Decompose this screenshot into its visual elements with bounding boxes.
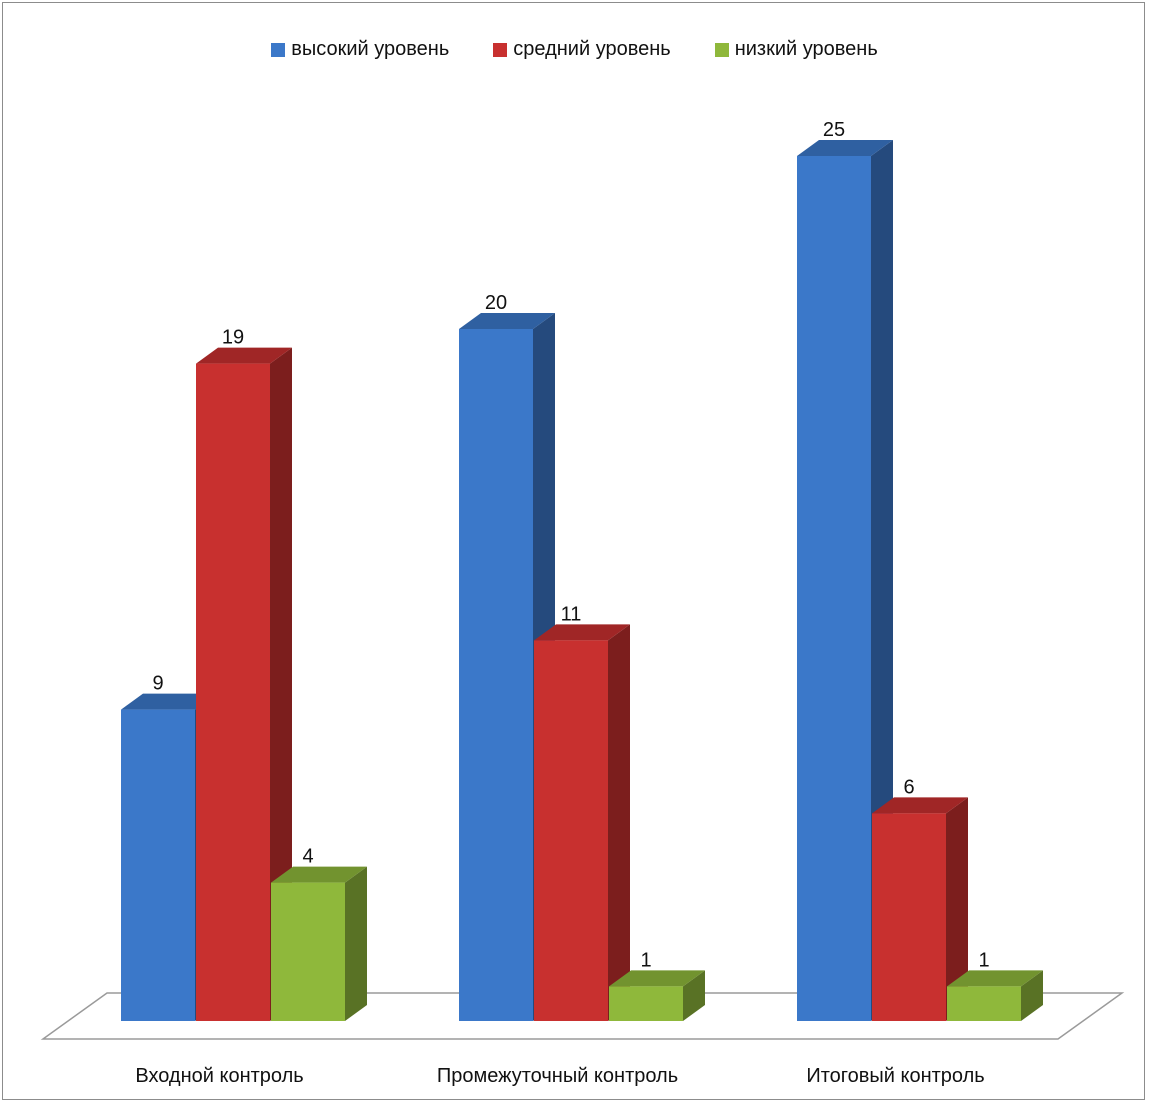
bar-front-face bbox=[797, 156, 871, 1021]
bar-front-face bbox=[271, 882, 345, 1021]
bar-low-1 bbox=[271, 866, 367, 1021]
category-label-1: Входной контроль bbox=[135, 1065, 303, 1087]
bar-low-2 bbox=[609, 970, 705, 1021]
bar-medium-1 bbox=[196, 347, 292, 1022]
bar-side-face bbox=[946, 797, 968, 1021]
bar-top-face bbox=[872, 797, 968, 814]
bar-front-face bbox=[196, 363, 270, 1022]
legend-swatch-high bbox=[271, 42, 286, 57]
bar-top-face bbox=[534, 624, 630, 641]
data-label-low-1: 4 bbox=[302, 846, 313, 868]
data-label-high-2: 20 bbox=[485, 292, 507, 314]
data-label-medium-2: 11 bbox=[561, 603, 582, 625]
legend-swatch-medium bbox=[493, 42, 508, 57]
bar-medium-3 bbox=[872, 797, 968, 1021]
bar-top-face bbox=[609, 970, 705, 987]
legend-item-low: низкий уровень bbox=[714, 38, 878, 61]
bar-top-face bbox=[459, 313, 555, 329]
category-axis-labels: Входной контроль Промежуточный контроль Ит… bbox=[135, 1065, 984, 1087]
bar-side-face bbox=[608, 624, 630, 1021]
bar-top-face bbox=[271, 866, 367, 883]
legend-swatch-low bbox=[714, 42, 729, 57]
bar-top-face bbox=[947, 970, 1043, 987]
bar-side-face bbox=[683, 970, 705, 1021]
bars-layer bbox=[121, 140, 1043, 1022]
data-label-high-1: 9 bbox=[152, 673, 163, 695]
bar-side-face bbox=[270, 347, 292, 1022]
bar-front-face bbox=[459, 329, 533, 1021]
bar-front-face bbox=[609, 986, 683, 1021]
bar-side-face bbox=[871, 140, 893, 1021]
bar-front-face bbox=[534, 640, 608, 1021]
bar-front-face bbox=[947, 986, 1021, 1021]
bar-top-face bbox=[196, 347, 292, 364]
legend: высокий уровень средний уровень низкий у… bbox=[0, 38, 1149, 61]
bar-low-3 bbox=[947, 970, 1043, 1021]
data-label-low-2: 1 bbox=[640, 949, 651, 971]
bar-top-face bbox=[797, 140, 893, 156]
legend-label-low: низкий уровень bbox=[734, 38, 878, 60]
bar-side-face bbox=[345, 866, 367, 1021]
data-label-low-3: 1 bbox=[978, 949, 989, 971]
data-label-medium-1: 19 bbox=[222, 327, 244, 349]
bar-front-face bbox=[121, 709, 195, 1021]
bar-top-face bbox=[121, 693, 217, 710]
category-label-3: Итоговый контроль bbox=[806, 1065, 984, 1087]
bar-medium-2 bbox=[534, 624, 630, 1021]
legend-item-medium: средний уровень bbox=[493, 38, 671, 61]
legend-label-medium: средний уровень bbox=[513, 38, 671, 60]
legend-item-high: высокий уровень bbox=[271, 38, 449, 61]
bar-side-face bbox=[1021, 970, 1043, 1021]
data-label-high-3: 25 bbox=[823, 119, 845, 141]
bar-high-3 bbox=[797, 140, 893, 1021]
data-label-medium-3: 6 bbox=[903, 776, 914, 798]
legend-label-high: высокий уровень bbox=[291, 38, 450, 60]
category-label-2: Промежуточный контроль bbox=[437, 1065, 678, 1087]
bar-front-face bbox=[872, 813, 946, 1021]
